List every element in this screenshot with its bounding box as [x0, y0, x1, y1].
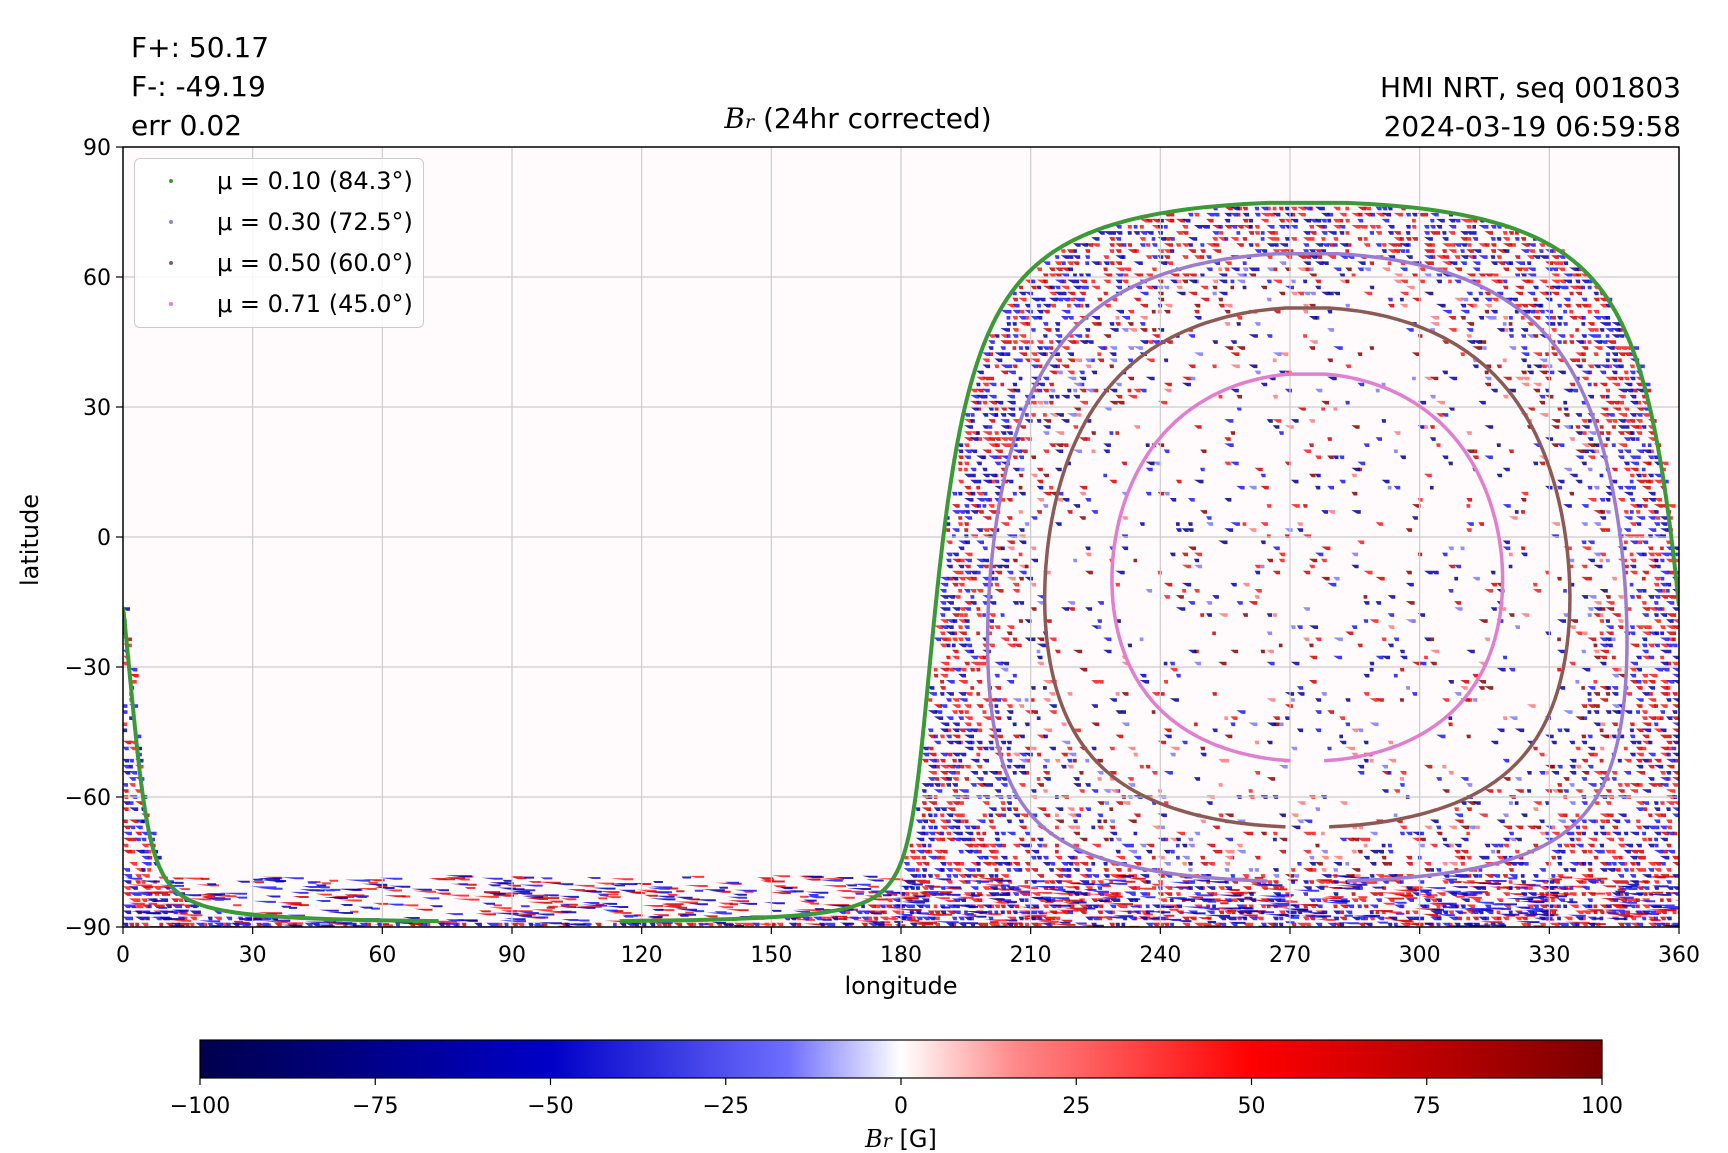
legend: μ = 0.10 (84.3°) μ = 0.30 (72.5°) μ = 0.…	[134, 158, 424, 328]
flux-positive: F+: 50.17	[131, 31, 270, 64]
x-tick-label: 300	[1399, 943, 1441, 968]
instrument-sequence: HMI NRT, seq 001803	[1379, 71, 1681, 104]
x-axis-label: longitude	[844, 972, 958, 1000]
chart-title: Br (24hr corrected)	[0, 102, 1728, 135]
x-tick-label: 180	[880, 943, 922, 968]
colorbar-unit: [G]	[899, 1125, 937, 1153]
colorbar-tick-label: −75	[352, 1094, 398, 1119]
x-tick-label: 0	[116, 943, 130, 968]
contour-050	[1042, 306, 1572, 829]
y-tick-label: −90	[65, 916, 111, 941]
flux-negative: F-: -49.19	[131, 70, 266, 103]
x-axis-ticks: 0 30 60 90 120 150 180 210 240 270 300 330 360	[116, 927, 1700, 968]
title-subscript: r	[744, 111, 755, 133]
legend-marker	[169, 261, 173, 265]
y-tick-label: 60	[83, 266, 111, 291]
y-tick-label: −60	[65, 786, 111, 811]
y-axis-ticks: 90 60 30 0 −30 −60 −90	[65, 136, 123, 941]
legend-label: μ = 0.50 (60.0°)	[217, 249, 413, 277]
colorbar-tick-label: −100	[170, 1094, 230, 1119]
legend-marker	[169, 302, 173, 306]
x-tick-label: 240	[1139, 943, 1181, 968]
title-text: (24hr corrected)	[762, 102, 992, 135]
x-tick-label: 90	[498, 943, 526, 968]
colorbar-ticks: −100 −75 −50 −25 0 25 50 75 100	[170, 1078, 1623, 1119]
legend-label: μ = 0.10 (84.3°)	[217, 167, 413, 195]
legend-marker	[169, 220, 173, 224]
contour-071	[1110, 372, 1505, 763]
x-tick-label: 120	[621, 943, 663, 968]
legend-item-mu-010: μ = 0.10 (84.3°)	[135, 161, 413, 201]
contour-010	[123, 200, 1679, 924]
colorbar-tick-label: −25	[703, 1094, 749, 1119]
x-tick-label: 270	[1269, 943, 1311, 968]
legend-label: μ = 0.30 (72.5°)	[217, 208, 413, 236]
colorbar-subscript: r	[882, 1130, 892, 1152]
legend-item-mu-050: μ = 0.50 (60.0°)	[135, 243, 413, 283]
flux-info: F+: 50.17 F-: -49.19 err 0.02	[131, 28, 269, 145]
observation-timestamp: 2024-03-19 06:59:58	[1383, 110, 1681, 143]
x-tick-label: 360	[1658, 943, 1700, 968]
colorbar-label: Br [G]	[200, 1125, 1602, 1153]
y-tick-label: 30	[83, 396, 111, 421]
colorbar-tick-label: 100	[1581, 1094, 1623, 1119]
title-symbol: B	[724, 102, 745, 135]
legend-marker	[169, 179, 173, 183]
y-tick-label: −30	[65, 656, 111, 681]
colorbar-tick-label: 0	[894, 1094, 908, 1119]
magnetogram-field	[123, 206, 1679, 927]
y-axis-label: latitude	[16, 493, 44, 586]
x-tick-label: 30	[239, 943, 267, 968]
mu-contours	[123, 200, 1679, 924]
colorbar-tick-label: −50	[527, 1094, 573, 1119]
x-tick-label: 330	[1528, 943, 1570, 968]
x-tick-label: 60	[368, 943, 396, 968]
legend-item-mu-030: μ = 0.30 (72.5°)	[135, 202, 413, 242]
contour-030	[985, 252, 1629, 883]
flux-error: err 0.02	[131, 109, 243, 142]
y-tick-label: 90	[83, 136, 111, 161]
y-tick-label: 0	[97, 526, 111, 551]
colorbar-tick-label: 50	[1238, 1094, 1266, 1119]
observation-info: HMI NRT, seq 001803 2024-03-19 06:59:58	[1380, 68, 1681, 146]
x-tick-label: 150	[750, 943, 792, 968]
x-tick-label: 210	[1010, 943, 1052, 968]
legend-item-mu-071: μ = 0.71 (45.0°)	[135, 284, 413, 324]
colorbar-symbol: B	[865, 1125, 883, 1153]
colorbar	[199, 1039, 1603, 1079]
legend-label: μ = 0.71 (45.0°)	[217, 290, 413, 318]
colorbar-tick-label: 25	[1062, 1094, 1090, 1119]
colorbar-tick-label: 75	[1413, 1094, 1441, 1119]
